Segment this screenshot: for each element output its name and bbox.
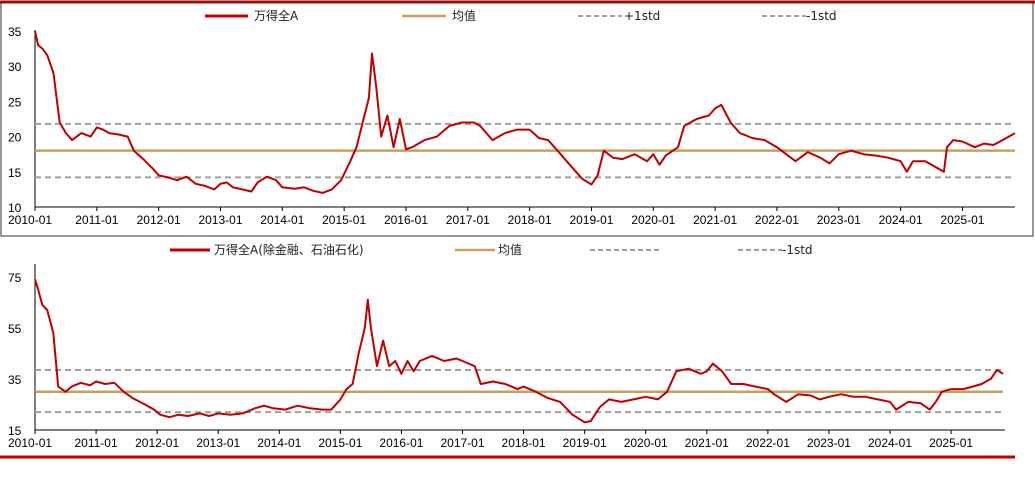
chart1-x-tick-label: 2022-01 xyxy=(755,213,799,227)
chart2-x-tick-label: 2019-01 xyxy=(563,436,607,450)
chart1-x-tick-label: 2014-01 xyxy=(260,213,304,227)
chart1-legend: 万得全A 均值 +1std -1std xyxy=(205,8,837,23)
chart2-series-line xyxy=(34,279,1004,424)
chart2-y-tick-label: 35 xyxy=(8,373,22,387)
chart1-plot: 10 15 20 25 30 35 2010-01 2011-01 2012-01 2013-0… xyxy=(8,25,1016,227)
chart1-x-tick-label: 2015-01 xyxy=(322,213,366,227)
chart2-reference-lines xyxy=(35,368,1003,414)
chart1-x-tick-label: 2010-01 xyxy=(8,213,52,227)
chart1-x-tick-label: 2011-01 xyxy=(75,213,118,227)
chart1-x-tick-label: 2013-01 xyxy=(198,213,242,227)
chart2-x-ticks: 2010-01 2011-01 2012-01 2013-01 2014-01 2015-… xyxy=(8,430,973,450)
chart2-x-tick-label: 2013-01 xyxy=(196,436,240,450)
chart2-x-tick-label: 2015-01 xyxy=(318,436,362,450)
chart2-x-tick-label: 2010-01 xyxy=(8,436,52,450)
legend2-mean-label: 均值 xyxy=(498,242,522,257)
chart1-y-tick-label: 25 xyxy=(8,95,22,109)
chart2-x-tick-label: 2022-01 xyxy=(746,436,790,450)
chart2-x-tick-label: 2020-01 xyxy=(624,436,668,450)
chart1-reference-lines xyxy=(35,122,1015,179)
chart1-x-ticks: 2010-01 2011-01 2012-01 2013-01 2014-01 2015-… xyxy=(8,207,985,227)
legend2-main-label: 万得全A(除金融、石油石化) xyxy=(214,242,364,257)
chart1-x-tick-label: 2024-01 xyxy=(879,213,923,227)
chart1-x-tick-label: 2017-01 xyxy=(446,213,490,227)
chart1-frame xyxy=(0,1,1034,237)
chart1-x-tick-label: 2021-01 xyxy=(693,213,737,227)
chart2-y-tick-label: 75 xyxy=(8,271,22,285)
chart2-x-tick-label: 2018-01 xyxy=(502,436,546,450)
chart1-y-tick-label: 10 xyxy=(8,201,22,215)
chart2-x-tick-label: 2011-01 xyxy=(74,436,117,450)
chart1-x-tick-label: 2025-01 xyxy=(940,213,984,227)
chart2-y-tick-label: 15 xyxy=(8,424,22,438)
chart1-y-tick-label: 30 xyxy=(8,60,22,74)
chart1-x-tick-label: 2012-01 xyxy=(137,213,181,227)
chart2-x-tick-label: 2021-01 xyxy=(685,436,729,450)
chart2-x-tick-label: 2016-01 xyxy=(379,436,423,450)
chart2-x-tick-label: 2024-01 xyxy=(868,436,912,450)
chart1-x-tick-label: 2018-01 xyxy=(508,213,552,227)
chart1-series-line xyxy=(34,30,1016,194)
chart2-legend: 万得全A(除金融、石油石化) 均值 -1std xyxy=(170,242,813,257)
chart2-x-tick-label: 2012-01 xyxy=(135,436,179,450)
chart1-x-tick-label: 2020-01 xyxy=(631,213,675,227)
legend1-mean-label: 均值 xyxy=(452,8,476,23)
legend1-plusstd-label: +1std xyxy=(624,9,660,23)
chart2-x-tick-label: 2025-01 xyxy=(929,436,973,450)
chart1-x-tick-label: 2019-01 xyxy=(569,213,613,227)
chart2-x-tick-label: 2014-01 xyxy=(257,436,301,450)
chart1-y-tick-label: 15 xyxy=(8,166,22,180)
chart1-y-ticks: 10 15 20 25 30 35 xyxy=(8,25,22,215)
chart1-x-tick-label: 2023-01 xyxy=(817,213,861,227)
legend2-minusstd-label: -1std xyxy=(782,243,813,257)
chart2-y-ticks: 15 35 55 75 xyxy=(8,271,22,438)
chart1-x-tick-label: 2016-01 xyxy=(384,213,428,227)
chart2-x-tick-label: 2017-01 xyxy=(440,436,484,450)
chart1-y-tick-label: 35 xyxy=(8,25,22,39)
legend1-minusstd-label: -1std xyxy=(806,9,837,23)
chart2-x-tick-label: 2023-01 xyxy=(807,436,851,450)
chart2-y-tick-label: 55 xyxy=(8,322,22,336)
legend1-main-label: 万得全A xyxy=(254,8,299,23)
chart1-y-tick-label: 20 xyxy=(8,131,22,145)
